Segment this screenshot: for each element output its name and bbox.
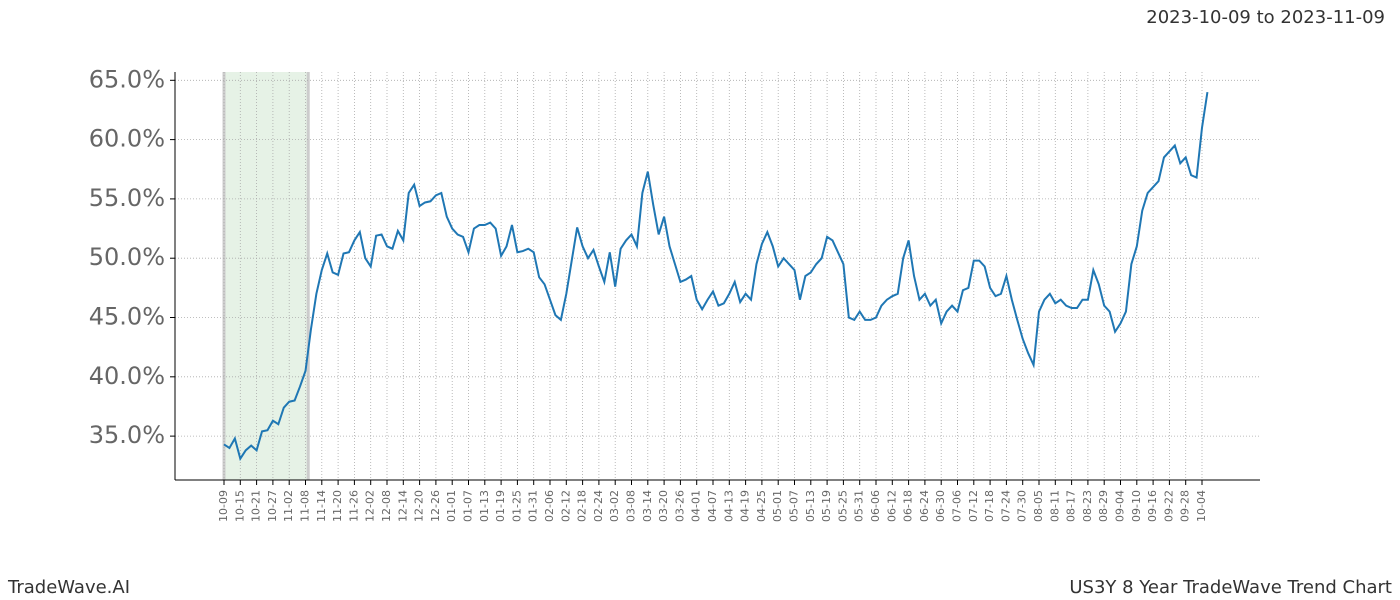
y-tick-label: 60.0% xyxy=(89,125,165,153)
x-tick-label: 02-18 xyxy=(576,490,589,522)
x-tick-label: 01-19 xyxy=(494,490,507,522)
x-tick-label: 03-20 xyxy=(657,490,670,522)
x-tick-label: 05-01 xyxy=(771,490,784,522)
x-tick-label: 08-05 xyxy=(1032,490,1045,522)
x-tick-label: 10-27 xyxy=(266,490,279,522)
x-tick-label: 03-02 xyxy=(608,490,621,522)
x-tick-label: 07-12 xyxy=(967,490,980,522)
y-tick-label: 45.0% xyxy=(89,303,165,331)
y-tick-label: 65.0% xyxy=(89,65,165,93)
x-tick-label: 07-24 xyxy=(999,490,1012,522)
x-tick-label: 06-12 xyxy=(885,490,898,522)
x-tick-label: 09-28 xyxy=(1179,490,1192,522)
x-tick-label: 05-13 xyxy=(804,490,817,522)
x-tick-label: 11-08 xyxy=(299,490,312,522)
x-tick-label: 06-30 xyxy=(934,490,947,522)
x-tick-label: 12-08 xyxy=(380,490,393,522)
x-tick-label: 05-31 xyxy=(853,490,866,522)
x-tick-label: 01-01 xyxy=(445,490,458,522)
x-tick-label: 11-20 xyxy=(331,490,344,522)
x-tick-label: 12-20 xyxy=(413,490,426,522)
x-tick-label: 08-23 xyxy=(1081,490,1094,522)
x-tick-label: 07-18 xyxy=(983,490,996,522)
x-tick-label: 09-16 xyxy=(1146,490,1159,522)
x-tick-label: 10-21 xyxy=(250,490,263,522)
x-tick-label: 01-31 xyxy=(527,490,540,522)
x-tick-label: 06-06 xyxy=(869,490,882,522)
x-tick-label: 04-19 xyxy=(739,490,752,522)
x-tick-label: 04-01 xyxy=(690,490,703,522)
x-tick-label: 07-30 xyxy=(1016,490,1029,522)
x-tick-label: 10-15 xyxy=(233,490,246,522)
x-tick-label: 06-24 xyxy=(918,490,931,522)
x-tick-label: 12-26 xyxy=(429,490,442,522)
x-tick-label: 02-12 xyxy=(559,490,572,522)
highlight-span xyxy=(224,72,309,480)
x-tick-label: 05-19 xyxy=(820,490,833,522)
x-tick-label: 01-13 xyxy=(478,490,491,522)
x-tick-label: 02-06 xyxy=(543,490,556,522)
x-tick-label: 03-08 xyxy=(625,490,638,522)
x-tick-label: 11-26 xyxy=(347,490,360,522)
x-tick-label: 10-04 xyxy=(1195,490,1208,522)
y-tick-label: 55.0% xyxy=(89,184,165,212)
x-tick-label: 05-25 xyxy=(836,490,849,522)
x-tick-label: 12-14 xyxy=(396,490,409,522)
y-tick-label: 40.0% xyxy=(89,362,165,390)
x-tick-label: 01-07 xyxy=(462,490,475,522)
x-tick-label: 06-18 xyxy=(902,490,915,522)
trend-line xyxy=(223,92,1209,462)
x-tick-label: 03-14 xyxy=(641,490,654,522)
x-tick-label: 05-07 xyxy=(788,490,801,522)
x-tick-label: 10-09 xyxy=(217,490,230,522)
y-tick-label: 50.0% xyxy=(89,243,165,271)
x-tick-label: 03-26 xyxy=(673,490,686,522)
x-tick-label: 04-13 xyxy=(722,490,735,522)
x-tick-label: 08-17 xyxy=(1065,490,1078,522)
x-tick-label: 02-24 xyxy=(592,490,605,522)
x-tick-label: 09-10 xyxy=(1130,490,1143,522)
chart-caption: US3Y 8 Year TradeWave Trend Chart xyxy=(1069,577,1392,598)
x-tick-label: 04-07 xyxy=(706,490,719,522)
x-tick-label: 08-29 xyxy=(1097,490,1110,522)
x-tick-label: 12-02 xyxy=(364,490,377,522)
x-tick-label: 04-25 xyxy=(755,490,768,522)
x-tick-label: 08-11 xyxy=(1048,490,1061,522)
brand: TradeWave.AI xyxy=(7,577,130,598)
y-tick-label: 35.0% xyxy=(89,421,165,449)
x-tick-label: 11-02 xyxy=(282,490,295,522)
x-tick-label: 07-06 xyxy=(951,490,964,522)
x-tick-label: 11-14 xyxy=(315,490,328,522)
x-tick-label: 09-22 xyxy=(1162,490,1175,522)
x-tick-label: 09-04 xyxy=(1114,490,1127,522)
x-tick-label: 01-25 xyxy=(510,490,523,522)
date-range: 2023-10-09 to 2023-11-09 xyxy=(1146,7,1385,28)
